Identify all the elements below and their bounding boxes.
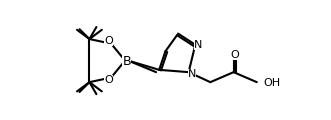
- Text: O: O: [104, 75, 113, 85]
- Text: N: N: [188, 69, 196, 79]
- Text: OH: OH: [263, 78, 280, 88]
- Text: N: N: [194, 40, 202, 50]
- Text: B: B: [122, 55, 131, 68]
- Text: O: O: [231, 50, 240, 60]
- Text: O: O: [104, 36, 113, 46]
